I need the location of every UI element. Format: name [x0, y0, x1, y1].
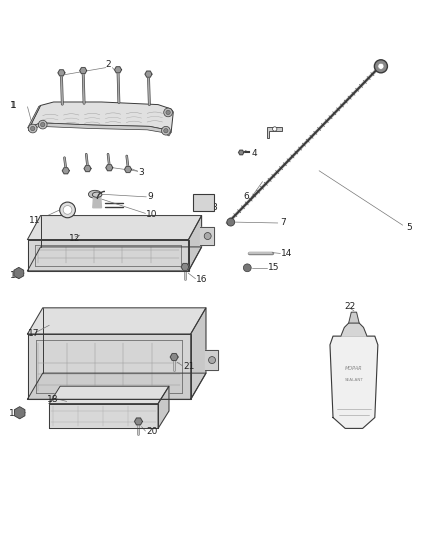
Circle shape — [378, 63, 384, 69]
Circle shape — [60, 202, 75, 218]
Circle shape — [166, 110, 170, 115]
Circle shape — [204, 232, 211, 239]
Polygon shape — [28, 123, 171, 136]
Text: 1: 1 — [10, 101, 16, 110]
Polygon shape — [170, 353, 178, 360]
Text: 13: 13 — [10, 271, 21, 280]
Polygon shape — [349, 312, 359, 323]
Polygon shape — [106, 165, 113, 171]
Circle shape — [41, 123, 45, 127]
Polygon shape — [28, 239, 188, 271]
Text: 8: 8 — [212, 203, 217, 212]
Polygon shape — [200, 228, 214, 245]
Polygon shape — [267, 127, 282, 138]
Text: 17: 17 — [28, 329, 39, 338]
Text: 3: 3 — [138, 168, 144, 177]
Polygon shape — [28, 308, 206, 334]
Text: 14: 14 — [281, 249, 293, 258]
Polygon shape — [84, 166, 91, 172]
Polygon shape — [49, 403, 158, 429]
Text: 20: 20 — [146, 427, 158, 437]
Circle shape — [162, 126, 170, 135]
Text: 21: 21 — [184, 362, 194, 371]
Polygon shape — [28, 215, 201, 239]
Circle shape — [39, 120, 47, 129]
Polygon shape — [330, 336, 378, 429]
Circle shape — [28, 124, 37, 133]
Text: 6: 6 — [244, 192, 250, 201]
Text: 7: 7 — [280, 219, 286, 228]
Polygon shape — [181, 263, 189, 270]
Ellipse shape — [92, 192, 102, 197]
Text: 5: 5 — [406, 223, 412, 232]
FancyBboxPatch shape — [193, 194, 214, 211]
Polygon shape — [205, 351, 218, 370]
Polygon shape — [58, 70, 65, 76]
Polygon shape — [28, 247, 201, 271]
Polygon shape — [28, 106, 41, 128]
Text: 4: 4 — [252, 149, 257, 158]
Text: 19: 19 — [9, 409, 21, 418]
Circle shape — [164, 108, 173, 117]
Text: 1: 1 — [11, 101, 17, 110]
Text: 2: 2 — [105, 60, 111, 69]
Polygon shape — [28, 334, 191, 399]
Polygon shape — [188, 215, 201, 271]
Circle shape — [164, 128, 168, 133]
Text: 18: 18 — [47, 395, 59, 403]
Polygon shape — [93, 195, 102, 208]
Circle shape — [208, 357, 215, 364]
Circle shape — [227, 218, 235, 226]
Polygon shape — [134, 418, 142, 425]
Polygon shape — [341, 323, 367, 336]
Text: 10: 10 — [146, 210, 158, 219]
Polygon shape — [145, 71, 152, 77]
Polygon shape — [28, 373, 206, 399]
Text: 11: 11 — [29, 216, 40, 225]
Text: 16: 16 — [196, 275, 208, 284]
Polygon shape — [115, 67, 121, 73]
Text: 12: 12 — [69, 233, 80, 243]
Circle shape — [31, 126, 35, 131]
Polygon shape — [80, 68, 87, 74]
Polygon shape — [158, 386, 169, 429]
Circle shape — [244, 264, 251, 272]
Circle shape — [374, 60, 388, 73]
Text: 22: 22 — [344, 302, 355, 311]
Polygon shape — [49, 386, 169, 403]
Text: SEALANT: SEALANT — [344, 378, 364, 382]
Polygon shape — [239, 150, 244, 155]
Polygon shape — [30, 102, 173, 133]
Circle shape — [63, 206, 72, 214]
Polygon shape — [191, 308, 206, 399]
Polygon shape — [124, 166, 131, 173]
Ellipse shape — [88, 190, 102, 198]
Text: MOPAR: MOPAR — [345, 366, 363, 372]
Text: 9: 9 — [147, 192, 153, 201]
Circle shape — [272, 127, 277, 131]
Polygon shape — [62, 168, 69, 174]
Text: 15: 15 — [268, 263, 280, 272]
